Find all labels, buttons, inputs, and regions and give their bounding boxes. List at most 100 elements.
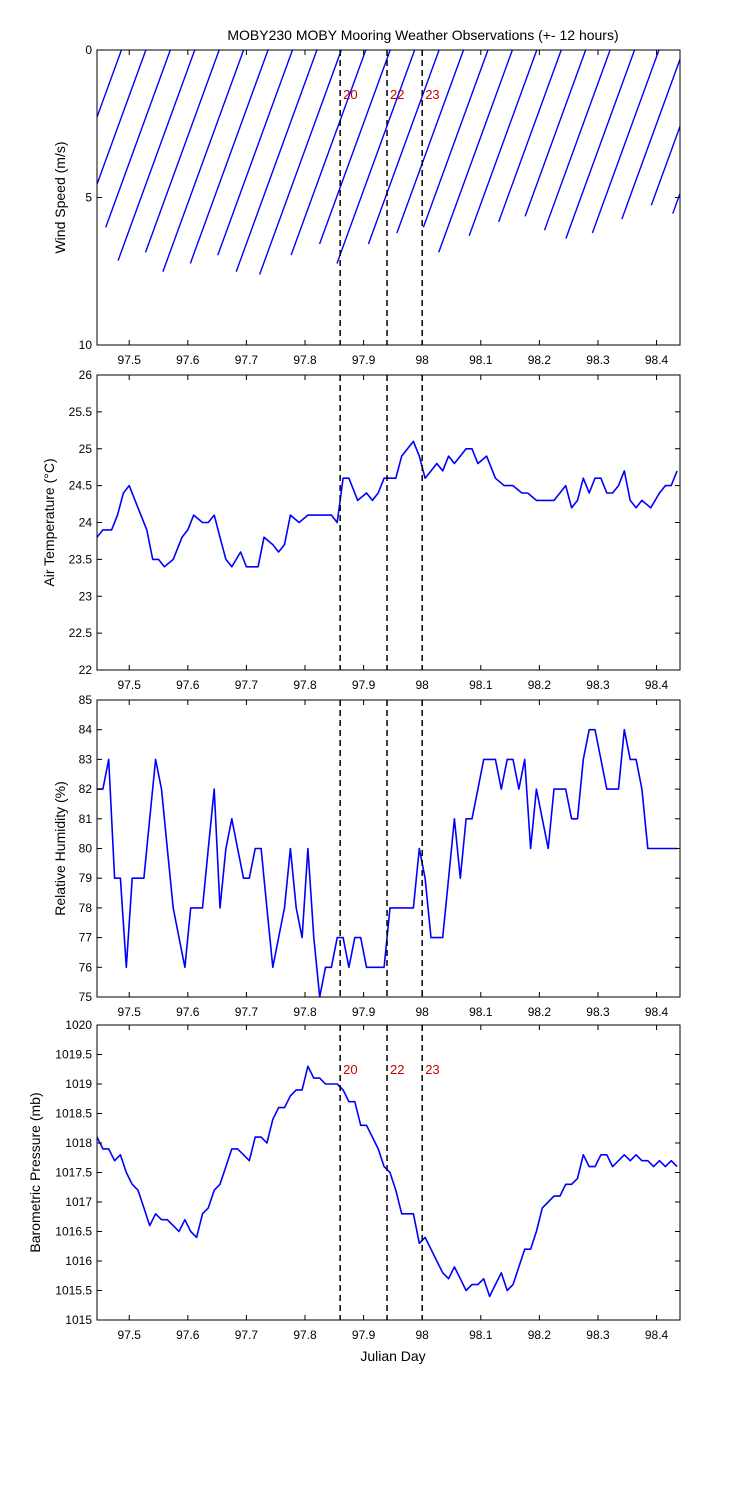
y-tick-label: 25 <box>79 442 93 456</box>
y-tick-label: 23 <box>79 589 93 603</box>
y-tick-label: 1015.5 <box>55 1284 92 1298</box>
wind-stick <box>258 50 342 275</box>
x-tick-label: 97.5 <box>118 1328 142 1342</box>
y-tick-label: 1015 <box>65 1313 92 1327</box>
wind-stick <box>498 50 562 223</box>
x-tick-label: 97.7 <box>235 1328 259 1342</box>
x-tick-label: 98.1 <box>469 1328 493 1342</box>
marker-label: 22 <box>390 1062 404 1077</box>
wind-stick <box>97 50 123 120</box>
x-tick-label: 97.9 <box>352 678 376 692</box>
marker-label: 20 <box>343 87 357 102</box>
wind-stick <box>217 50 294 256</box>
axes-box <box>96 1024 681 1321</box>
y-tick-label: 81 <box>79 812 93 826</box>
series-line <box>97 728 678 997</box>
x-tick-label: 97.5 <box>118 678 142 692</box>
barometric-pressure-panel: 20 22 23 97.5 97.6 97.7 97.8 97.9 98 98.1 98.2 98.3… <box>27 1018 681 1342</box>
marker-label: 23 <box>425 87 439 102</box>
x-tick-label: 97.5 <box>118 353 142 367</box>
y-tick-label: 1019 <box>65 1077 92 1091</box>
y-tick-label: 22 <box>79 663 93 677</box>
y-tick-label: 85 <box>79 693 93 707</box>
x-tick-label: 97.6 <box>176 1005 200 1019</box>
x-tick-label: 98.4 <box>645 1328 669 1342</box>
axes-box <box>96 699 681 998</box>
y-tick-label: 1019.5 <box>55 1048 92 1062</box>
y-tick-label: 82 <box>79 782 93 796</box>
marker-label: 23 <box>425 1062 439 1077</box>
y-tick-label: 25.5 <box>69 405 93 419</box>
wind-stick <box>290 50 367 256</box>
wind-stick <box>189 50 269 264</box>
x-tick-label: 98.2 <box>528 353 552 367</box>
data-layer <box>97 440 678 568</box>
y-tick-label: 1020 <box>65 1018 92 1032</box>
x-tick-label: 97.6 <box>176 353 200 367</box>
wind-stick <box>117 50 196 261</box>
figure-title: MOBY230 MOBY Mooring Weather Observation… <box>227 27 618 43</box>
y-tick-label: 0 <box>85 43 92 57</box>
x-tick-label: 98.2 <box>528 1328 552 1342</box>
marker-label: 20 <box>343 1062 357 1077</box>
wind-stick <box>422 50 489 228</box>
y-tick-label: 26 <box>79 368 93 382</box>
y-tick-label: 1018 <box>65 1136 92 1150</box>
wind-stick <box>524 50 587 217</box>
x-tick-label: 98.2 <box>528 1005 552 1019</box>
x-tick-label: 98.1 <box>469 353 493 367</box>
wind-stick <box>162 50 245 273</box>
x-tick-label: 97.9 <box>352 1328 376 1342</box>
data-layer <box>97 50 750 275</box>
y-tick-label: 76 <box>79 960 93 974</box>
wind-stick <box>396 50 465 234</box>
wind-stick <box>621 57 680 220</box>
x-tick-label: 98.4 <box>645 353 669 367</box>
wind-speed-panel: 20 22 23 97.5 97.6 97.7 97.8 97.9 98 98.1 98.2 98.3… <box>52 43 750 367</box>
y-tick-label: 5 <box>85 191 92 205</box>
wind-stick <box>438 50 514 253</box>
wind-stick <box>726 50 750 202</box>
x-tick-label: 98.1 <box>469 1005 493 1019</box>
y-tick-label: 24.5 <box>69 479 93 493</box>
y-tick-label: 23.5 <box>69 552 93 566</box>
x-tick-label: 98.3 <box>586 353 610 367</box>
wind-stick <box>693 50 750 225</box>
x-tick-label: 97.8 <box>293 353 317 367</box>
y-tick-label: 78 <box>79 901 93 915</box>
x-tick-label: 97.5 <box>118 1005 142 1019</box>
wind-stick <box>336 50 416 264</box>
y-tick-label: 84 <box>79 723 93 737</box>
y-tick-label: 83 <box>79 752 93 766</box>
y-tick-label: 1017 <box>65 1195 92 1209</box>
relative-humidity-panel: 97.5 97.6 97.7 97.8 97.9 98 98.1 98.2 98.3 98.4 75… <box>52 693 681 1019</box>
wind-stick <box>235 50 318 273</box>
x-tick-label: 98 <box>416 1328 430 1342</box>
wind-stick <box>105 50 171 228</box>
series-line <box>97 440 678 568</box>
marker-label: 22 <box>390 87 404 102</box>
y-tick-label: 24 <box>79 516 93 530</box>
x-tick-label: 98.3 <box>586 1005 610 1019</box>
wind-stick <box>97 50 147 187</box>
wind-stick <box>97 50 98 53</box>
x-tick-label: 98.1 <box>469 678 493 692</box>
y-tick-label: 1016.5 <box>55 1225 92 1239</box>
x-tick-label: 98.3 <box>586 678 610 692</box>
wind-stick <box>367 50 440 245</box>
wind-stick <box>591 50 660 234</box>
axes-box <box>96 374 681 671</box>
x-tick-label: 98 <box>416 1005 430 1019</box>
air-temperature-panel: 97.5 97.6 97.7 97.8 97.9 98 98.1 98.2 98.3 98.4 22… <box>41 368 681 692</box>
y-tick-label: 75 <box>79 990 93 1004</box>
x-tick-label: 97.8 <box>293 1328 317 1342</box>
y-tick-label: 1018.5 <box>55 1107 92 1121</box>
wind-stick <box>144 50 220 253</box>
y-tick-label: 22.5 <box>69 626 93 640</box>
y-axis-label: Barometric Pressure (mb) <box>27 1092 43 1252</box>
x-tick-label: 97.7 <box>235 353 259 367</box>
y-tick-label: 77 <box>79 931 93 945</box>
y-tick-label: 1016 <box>65 1254 92 1268</box>
wind-stick <box>672 191 680 214</box>
